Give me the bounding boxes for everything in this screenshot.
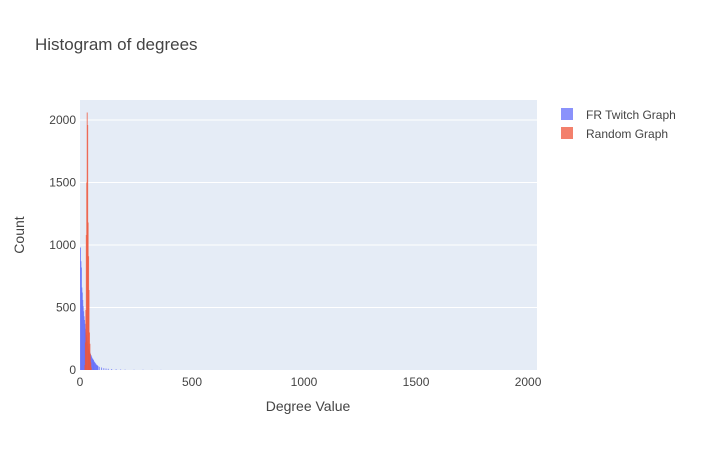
y-tick-label: 0 <box>69 363 76 377</box>
x-tick-label: 1500 <box>403 375 430 389</box>
legend-swatch-random-graph <box>561 127 573 139</box>
bar-random-graph[interactable] <box>90 367 92 371</box>
bar-fr-twitch[interactable] <box>98 366 100 370</box>
legend-swatch-fr-twitch <box>561 108 573 120</box>
x-tick-label: 500 <box>182 375 202 389</box>
plot-background <box>80 100 537 370</box>
legend: FR Twitch Graph Random Graph <box>561 108 676 141</box>
legend-label-random-graph: Random Graph <box>586 127 668 141</box>
grid-layer <box>80 119 537 308</box>
bar-fr-twitch[interactable] <box>105 368 107 371</box>
bar-fr-twitch[interactable] <box>103 368 105 370</box>
y-tick-label: 2000 <box>49 113 76 127</box>
bar-fr-twitch[interactable] <box>115 369 117 370</box>
bar-random-graph[interactable] <box>90 362 92 371</box>
legend-item-fr-twitch[interactable]: FR Twitch Graph <box>561 108 676 122</box>
x-tick-label: 1000 <box>291 375 318 389</box>
ticks-layer: 0 500 1000 1500 2000 0 500 1000 1500 2000 <box>49 113 541 389</box>
bars-layer <box>80 112 162 371</box>
bar-random-graph[interactable] <box>88 290 90 370</box>
bar-fr-twitch[interactable] <box>97 366 99 370</box>
bar-random-graph[interactable] <box>89 353 91 370</box>
legend-item-random-graph[interactable]: Random Graph <box>561 127 668 141</box>
x-tick-label: 2000 <box>515 375 542 389</box>
bar-fr-twitch[interactable] <box>120 369 122 371</box>
y-axis-title: Count <box>11 216 27 253</box>
y-tick-label: 1000 <box>49 238 76 252</box>
y-tick-label: 500 <box>56 301 76 315</box>
bar-fr-twitch[interactable] <box>111 369 113 370</box>
bar-fr-twitch[interactable] <box>107 368 109 370</box>
legend-label-fr-twitch: FR Twitch Graph <box>586 108 676 122</box>
chart-title: Histogram of degrees <box>35 35 198 54</box>
y-tick-label: 1500 <box>49 176 76 190</box>
x-axis-title: Degree Value <box>266 398 351 414</box>
x-tick-label: 0 <box>77 375 84 389</box>
bar-fr-twitch[interactable] <box>101 367 103 371</box>
